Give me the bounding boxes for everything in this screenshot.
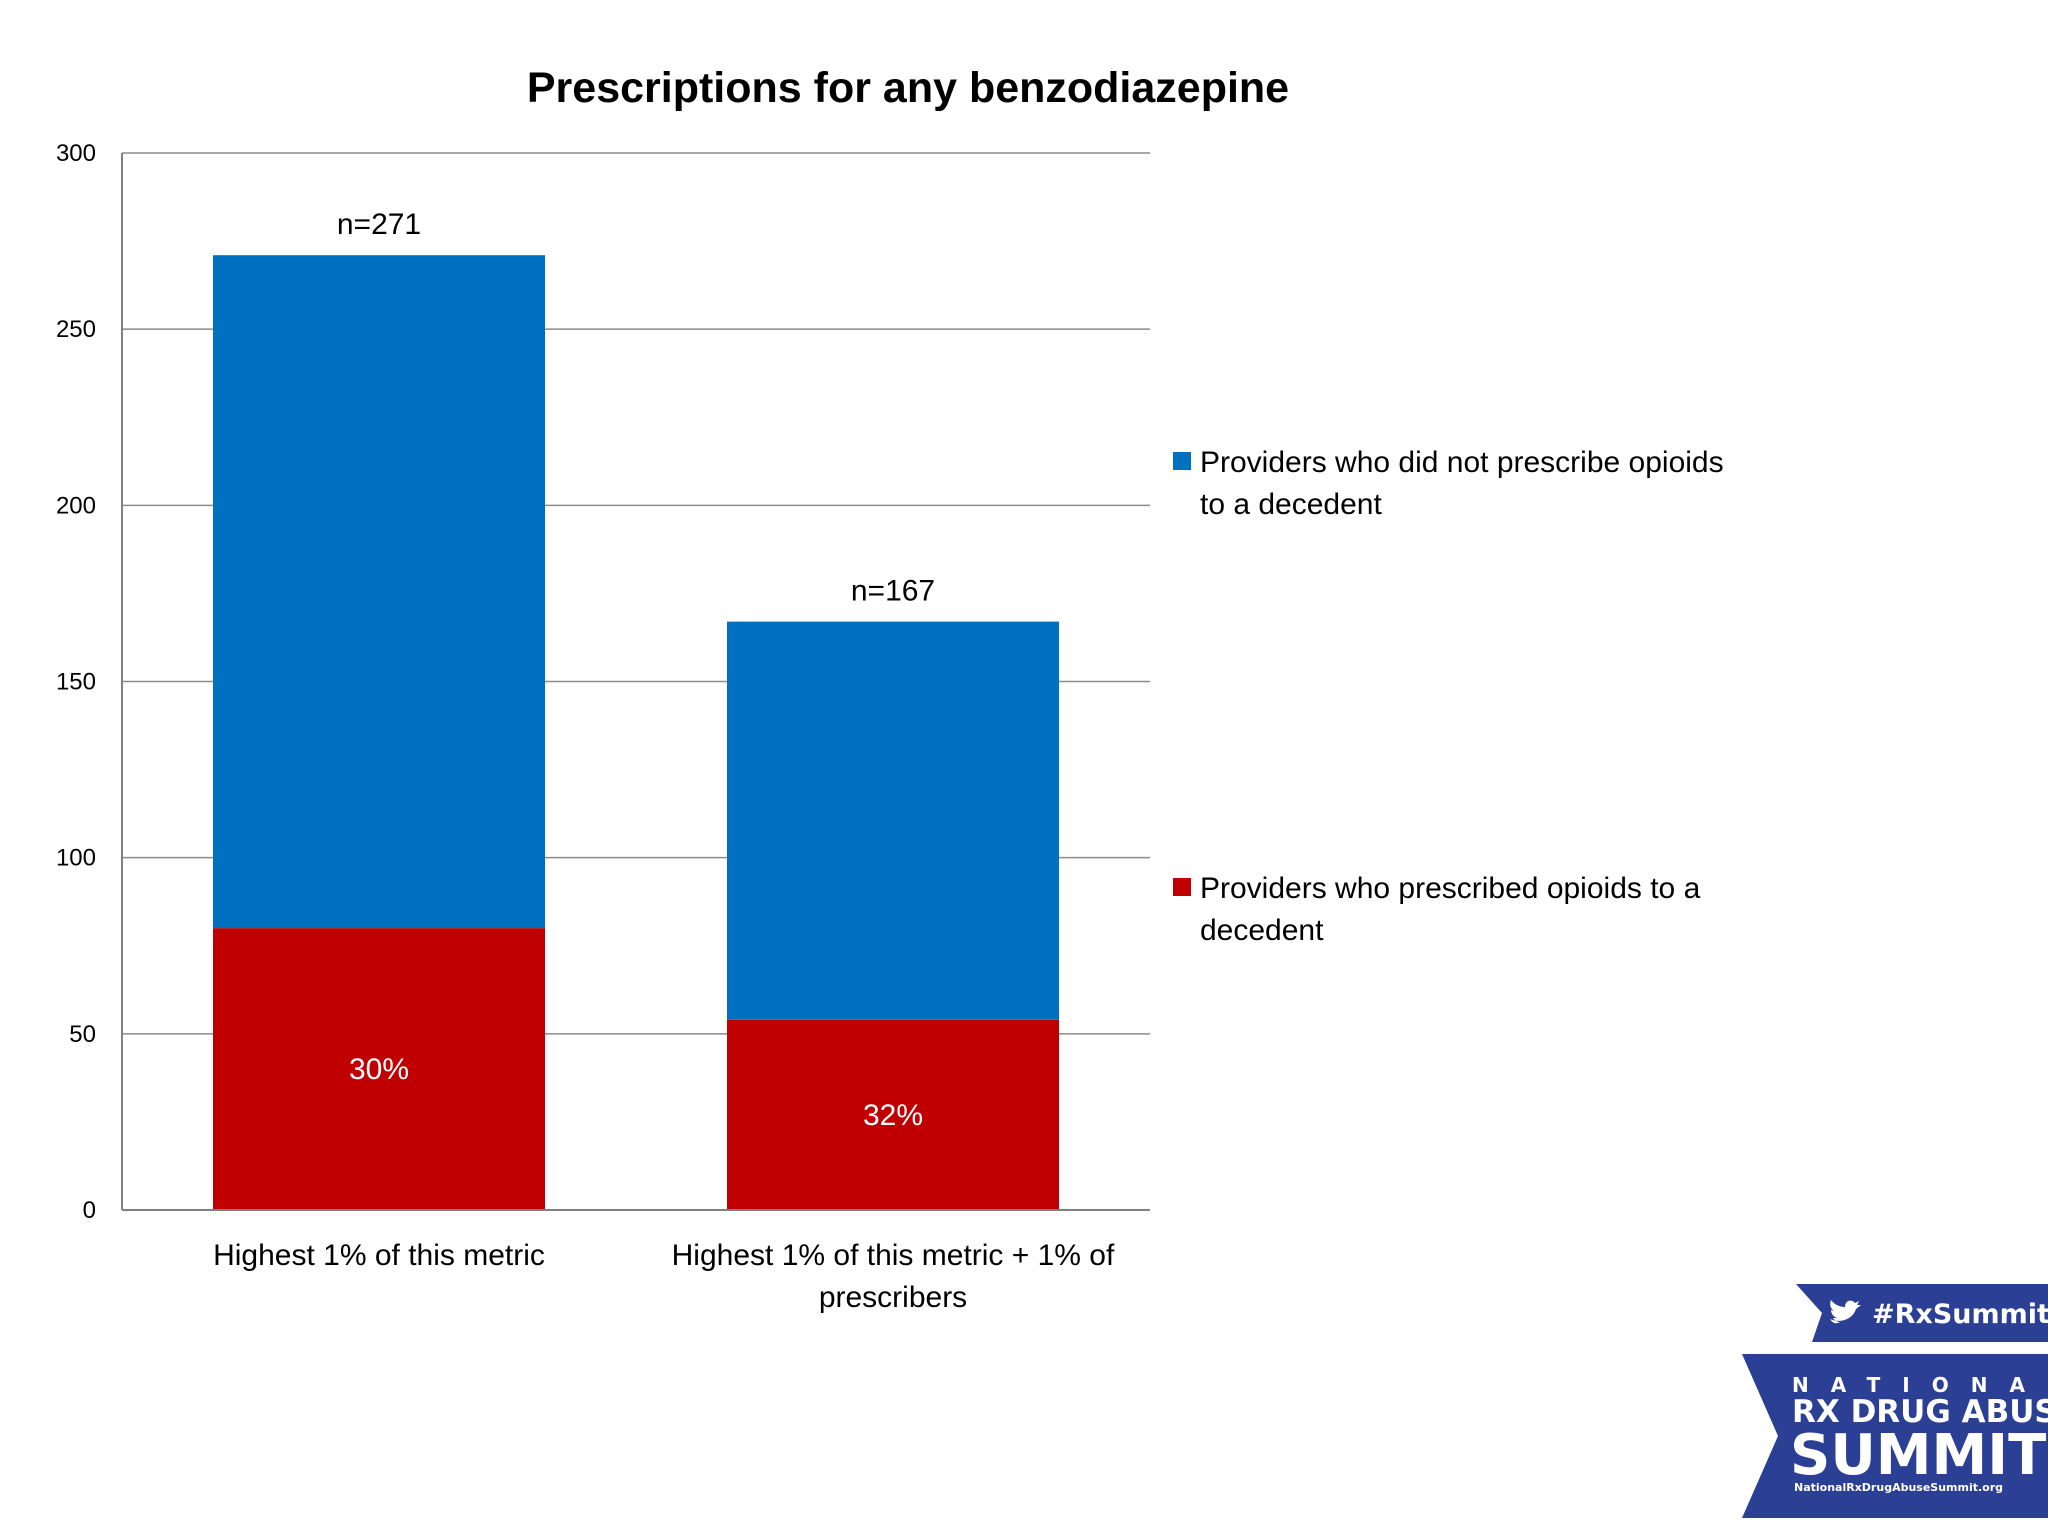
chart-legend: Providers who did not prescribe opioids t…: [1173, 446, 1724, 947]
chart-title: Prescriptions for any benzodiazepine: [527, 64, 1289, 112]
summit-url-text: NationalRxDrugAbuseSummit.org: [1794, 1481, 2003, 1494]
legend-label: Providers who prescribed opioids to a: [1200, 872, 1701, 905]
hashtag-label: #RxSummit: [1872, 1299, 2048, 1330]
y-tick-label: 50: [69, 1021, 96, 1048]
summit-summit-text: SUMMIT: [1790, 1423, 2046, 1488]
summit-banner: [1742, 1354, 2048, 1518]
y-axis-ticks: 0 50 100 150 200 250 300: [56, 140, 96, 1224]
bar-segment: [727, 1019, 1059, 1210]
bar-labels: 30% n=271 32% n=167: [337, 208, 935, 1132]
legend-swatch: [1173, 878, 1191, 896]
y-tick-label: 200: [56, 492, 96, 519]
x-axis-labels: Highest 1% of this metric Highest 1% of t…: [213, 1239, 1115, 1314]
legend-label: Providers who did not prescribe opioids: [1200, 446, 1724, 479]
y-tick-label: 100: [56, 845, 96, 872]
summit-logo: #RxSummit NATIONAL RX DRUG ABUSE SUMMIT …: [1742, 1284, 2048, 1518]
hashtag-banner: [1796, 1284, 2048, 1342]
total-label: n=271: [337, 208, 421, 241]
twitter-bird-icon: [1830, 1300, 1861, 1324]
data-label: 30%: [349, 1053, 409, 1086]
legend-swatch: [1173, 452, 1191, 470]
legend-label: decedent: [1200, 914, 1324, 947]
summit-rx-drug-abuse-text: RX DRUG ABUSE: [1792, 1394, 2048, 1430]
y-tick-label: 250: [56, 316, 96, 343]
bar-segment: [727, 621, 1059, 1020]
y-tick-label: 0: [83, 1197, 96, 1224]
bar-segment: [213, 928, 545, 1210]
y-tick-label: 300: [56, 140, 96, 167]
total-label: n=167: [851, 575, 935, 608]
chart-axes: [121, 153, 1150, 1211]
x-tick-label: Highest 1% of this metric: [213, 1239, 545, 1272]
summit-national-text: NATIONAL: [1792, 1373, 2048, 1397]
bar-segment: [213, 255, 545, 929]
x-tick-label: prescribers: [819, 1281, 967, 1314]
data-label: 32%: [863, 1099, 923, 1132]
chart-bars: [213, 255, 1059, 1210]
legend-label: to a decedent: [1200, 488, 1382, 521]
x-tick-label: Highest 1% of this metric + 1% of: [672, 1239, 1115, 1272]
y-tick-label: 150: [56, 669, 96, 696]
